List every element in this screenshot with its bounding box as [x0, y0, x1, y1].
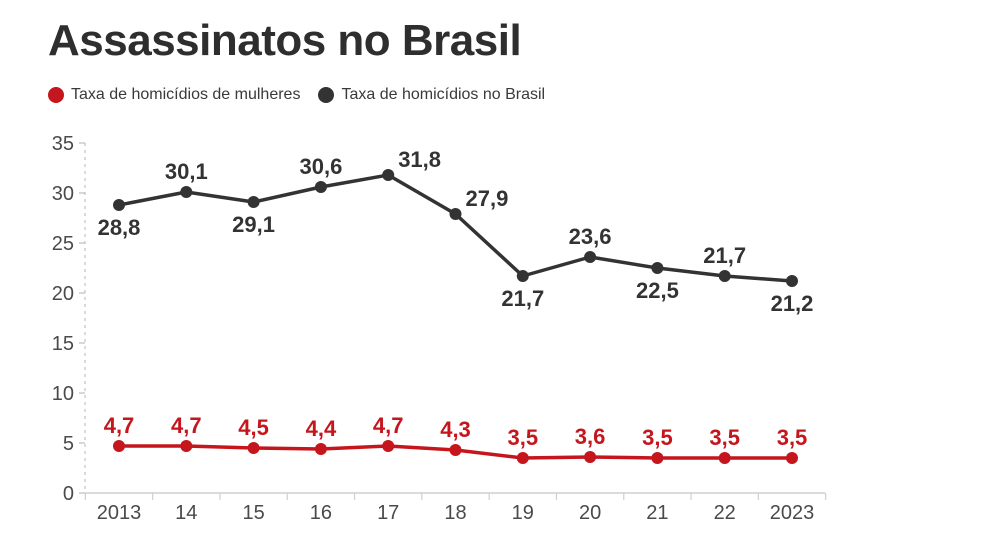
x-tick-label: 17: [377, 502, 399, 524]
x-tick-label: 2023: [770, 502, 815, 524]
x-tick-label: 15: [242, 502, 264, 524]
data-point: [651, 262, 664, 274]
legend-item-brazil: Taxa de homicídios no Brasil: [318, 86, 545, 104]
x-tick-label: 19: [512, 502, 534, 524]
y-tick-label: 10: [52, 383, 74, 405]
y-tick-label: 0: [63, 483, 74, 505]
x-tick-label: 21: [646, 502, 668, 524]
data-label: 4,7: [373, 413, 404, 438]
legend-label-brazil: Taxa de homicídios no Brasil: [341, 86, 546, 103]
data-point: [786, 452, 798, 464]
data-point: [449, 444, 462, 456]
chart-title: Assassinatos no Brasil: [48, 16, 522, 65]
legend-label-women: Taxa de homicídios de mulheres: [71, 86, 301, 103]
data-label: 30,1: [165, 159, 208, 184]
y-tick-label: 25: [52, 233, 74, 255]
data-label: 3,5: [642, 425, 673, 450]
x-tick-label: 14: [175, 502, 197, 524]
data-label: 4,7: [171, 413, 202, 438]
data-point: [247, 196, 260, 208]
data-point: [113, 199, 125, 211]
data-point: [449, 208, 462, 220]
data-label: 3,6: [575, 424, 606, 449]
legend-item-women: Taxa de homicídios de mulheres: [48, 86, 300, 104]
data-label: 3,5: [508, 425, 539, 450]
data-label: 4,4: [306, 416, 337, 441]
data-label: 4,7: [104, 413, 135, 438]
data-label: 27,9: [466, 186, 509, 211]
x-tick-label: 22: [714, 502, 736, 524]
data-label: 21,7: [703, 243, 746, 268]
data-point: [584, 451, 597, 463]
y-tick-label: 35: [52, 133, 74, 155]
data-point: [651, 452, 664, 464]
data-label: 30,6: [299, 154, 342, 179]
x-tick-label: 16: [310, 502, 332, 524]
data-point: [382, 169, 395, 181]
data-label: 21,7: [501, 286, 544, 311]
data-point: [314, 443, 327, 455]
data-label: 31,8: [398, 147, 441, 172]
x-tick-label: 20: [579, 502, 601, 524]
data-label: 3,5: [709, 425, 740, 450]
data-point: [382, 440, 395, 452]
data-point: [584, 251, 597, 263]
data-label: 23,6: [569, 224, 612, 249]
data-point: [718, 270, 731, 282]
data-point: [718, 452, 731, 464]
y-tick-label: 20: [52, 283, 74, 305]
data-point: [516, 270, 529, 282]
legend: Taxa de homicídios de mulheres Taxa de h…: [48, 84, 545, 106]
data-point: [314, 181, 327, 193]
data-label: 4,5: [238, 415, 269, 440]
y-tick-label: 30: [52, 183, 74, 205]
legend-swatch-women: [48, 87, 64, 103]
y-tick-label: 5: [63, 433, 74, 455]
data-label: 28,8: [98, 215, 141, 240]
data-label: 29,1: [232, 212, 275, 237]
x-tick-label: 2013: [97, 502, 142, 524]
y-tick-label: 15: [52, 333, 74, 355]
data-point: [180, 440, 193, 452]
series-line-1: [117, 173, 794, 283]
data-point: [247, 442, 260, 454]
data-point: [786, 275, 798, 287]
data-label: 3,5: [777, 425, 808, 450]
data-point: [113, 440, 125, 452]
data-label: 22,5: [636, 278, 679, 303]
x-tick-label: 18: [444, 502, 466, 524]
data-point: [180, 186, 193, 198]
data-point: [516, 452, 529, 464]
data-label: 4,3: [440, 417, 471, 442]
legend-swatch-brazil: [318, 87, 335, 103]
data-label: 21,2: [771, 291, 814, 316]
